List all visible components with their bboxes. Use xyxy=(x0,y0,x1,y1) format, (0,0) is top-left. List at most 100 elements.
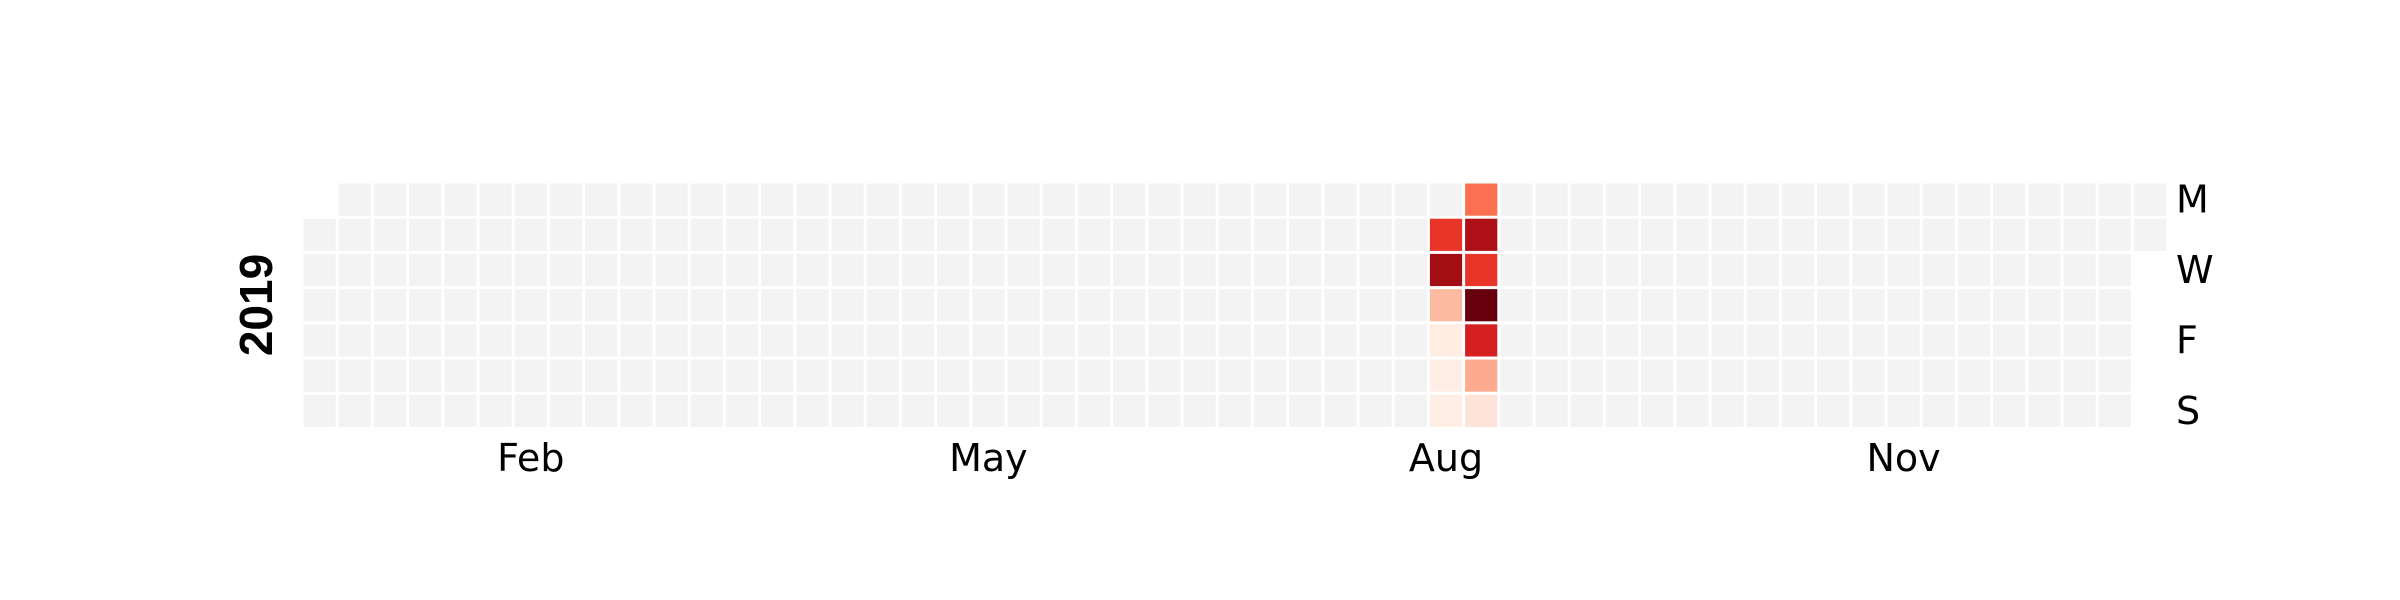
heatmap-cell xyxy=(2098,183,2131,216)
heatmap-cell xyxy=(725,324,759,357)
heatmap-cell xyxy=(725,359,759,392)
weekday-label: W xyxy=(2176,248,2214,292)
heatmap-cell xyxy=(1817,183,1850,216)
heatmap-cell xyxy=(1711,289,1744,322)
heatmap-cell xyxy=(937,183,970,216)
heatmap-cell xyxy=(1922,183,1955,216)
heatmap-cell xyxy=(1429,253,1463,287)
heatmap-cell xyxy=(866,183,899,216)
heatmap-cell xyxy=(1746,289,1779,322)
heatmap-cell xyxy=(1077,324,1111,357)
heatmap-cell xyxy=(690,183,723,216)
heatmap-cell xyxy=(1781,253,1815,287)
heatmap-cell xyxy=(1113,183,1146,216)
heatmap-cell xyxy=(549,324,583,357)
heatmap-cell xyxy=(2028,289,2061,322)
heatmap-cell xyxy=(831,183,864,216)
heatmap-cell xyxy=(1042,359,1075,392)
heatmap-cell xyxy=(1042,324,1075,357)
heatmap-cell xyxy=(549,359,583,392)
year-label: 2019 xyxy=(230,254,282,356)
heatmap-cell xyxy=(1429,218,1463,251)
heatmap-cell xyxy=(1570,359,1603,392)
heatmap-cell xyxy=(1746,253,1779,287)
heatmap-cell xyxy=(901,324,935,357)
heatmap-cell xyxy=(479,218,512,251)
heatmap-cell xyxy=(1570,394,1603,427)
heatmap-cell xyxy=(831,324,864,357)
heatmap-cell xyxy=(1746,359,1779,392)
heatmap-cell xyxy=(373,183,407,216)
heatmap-cell xyxy=(444,359,477,392)
heatmap-cell xyxy=(1993,289,2026,322)
heatmap-cell xyxy=(1570,218,1603,251)
heatmap-cell xyxy=(514,359,547,392)
heatmap-cell xyxy=(1570,324,1603,357)
heatmap-cell xyxy=(1746,324,1779,357)
heatmap-cell xyxy=(585,289,618,322)
heatmap-cell xyxy=(1148,289,1181,322)
heatmap-cell xyxy=(1993,359,2026,392)
heatmap-cell xyxy=(1148,324,1181,357)
heatmap-cell xyxy=(1535,359,1568,392)
heatmap-cell xyxy=(796,289,829,322)
heatmap-cell xyxy=(1676,218,1709,251)
heatmap-cell xyxy=(1077,218,1111,251)
heatmap-cell xyxy=(831,359,864,392)
heatmap-cell xyxy=(620,324,653,357)
heatmap-cell xyxy=(373,289,407,322)
heatmap-cell xyxy=(409,289,442,322)
heatmap-cell xyxy=(1993,218,2026,251)
month-label: Nov xyxy=(1867,436,1941,480)
heatmap-cell xyxy=(1324,359,1357,392)
heatmap-cell xyxy=(479,394,512,427)
heatmap-cell xyxy=(1007,394,1040,427)
heatmap-cell xyxy=(1711,183,1744,216)
heatmap-cell xyxy=(444,253,477,287)
heatmap-cell xyxy=(866,324,899,357)
heatmap-cell xyxy=(690,253,723,287)
heatmap-cell xyxy=(479,359,512,392)
heatmap-cell xyxy=(1218,394,1251,427)
heatmap-cell xyxy=(1922,394,1955,427)
heatmap-cell xyxy=(1148,253,1181,287)
heatmap-cell xyxy=(1007,324,1040,357)
heatmap-cell xyxy=(2063,218,2096,251)
heatmap-cell xyxy=(972,218,1005,251)
heatmap-cell xyxy=(479,289,512,322)
heatmap-cell xyxy=(1394,253,1427,287)
heatmap-cell xyxy=(620,289,653,322)
heatmap-cell xyxy=(1641,359,1674,392)
heatmap-cell xyxy=(1218,289,1251,322)
heatmap-cell xyxy=(514,183,547,216)
heatmap-cell xyxy=(1500,289,1533,322)
heatmap-cell xyxy=(761,253,794,287)
heatmap-cell xyxy=(1605,394,1639,427)
heatmap-cell xyxy=(1359,218,1392,251)
heatmap-cell xyxy=(972,183,1005,216)
heatmap-cell xyxy=(1852,394,1885,427)
heatmap-cell xyxy=(1183,183,1216,216)
heatmap-cell xyxy=(1113,253,1146,287)
heatmap-cell xyxy=(620,218,653,251)
heatmap-cell xyxy=(1746,394,1779,427)
heatmap-cell xyxy=(1324,394,1357,427)
heatmap-cell xyxy=(303,324,336,357)
heatmap-cell xyxy=(1394,289,1427,322)
heatmap-cell xyxy=(620,253,653,287)
heatmap-cell xyxy=(1817,324,1850,357)
heatmap-cell xyxy=(725,253,759,287)
heatmap-cell xyxy=(1817,253,1850,287)
heatmap-cell xyxy=(831,289,864,322)
heatmap-cell xyxy=(1465,253,1498,287)
heatmap-cell xyxy=(1218,359,1251,392)
heatmap-cell xyxy=(585,218,618,251)
heatmap-cell xyxy=(338,218,371,251)
heatmap-cell xyxy=(2098,253,2131,287)
heatmap-cell xyxy=(514,289,547,322)
weekday-label: M xyxy=(2176,178,2209,222)
heatmap-cell xyxy=(1183,253,1216,287)
heatmap-cell xyxy=(1500,183,1533,216)
heatmap-cell xyxy=(1394,359,1427,392)
